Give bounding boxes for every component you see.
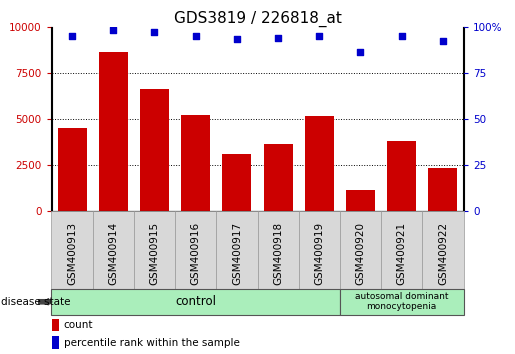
Bar: [258, 211, 299, 289]
Bar: [340, 289, 464, 315]
Bar: [346, 190, 375, 211]
Bar: [381, 211, 422, 289]
Bar: [181, 115, 210, 211]
Text: GSM400920: GSM400920: [355, 222, 366, 285]
Text: GSM400914: GSM400914: [108, 222, 118, 285]
Bar: [222, 154, 251, 211]
Bar: [52, 289, 340, 315]
Point: [68, 33, 76, 39]
Bar: [52, 336, 59, 349]
Bar: [340, 211, 381, 289]
Point: [192, 33, 200, 39]
Text: GSM400919: GSM400919: [314, 222, 324, 285]
Bar: [52, 211, 93, 289]
Bar: [422, 211, 464, 289]
Text: GSM400918: GSM400918: [273, 222, 283, 285]
Point: [109, 27, 117, 33]
Text: GSM400915: GSM400915: [149, 222, 160, 285]
Point: [356, 50, 365, 55]
Text: GSM400913: GSM400913: [67, 222, 77, 285]
Text: disease state: disease state: [1, 297, 70, 307]
Bar: [93, 211, 134, 289]
Text: GSM400921: GSM400921: [397, 222, 407, 285]
Point: [398, 33, 406, 39]
Bar: [99, 52, 128, 211]
Point: [233, 36, 241, 42]
Text: autosomal dominant
monocytopenia: autosomal dominant monocytopenia: [355, 292, 449, 312]
Text: count: count: [64, 320, 93, 330]
Text: GSM400916: GSM400916: [191, 222, 201, 285]
Bar: [58, 128, 87, 211]
Bar: [52, 319, 59, 331]
Text: GSM400917: GSM400917: [232, 222, 242, 285]
Title: GDS3819 / 226818_at: GDS3819 / 226818_at: [174, 10, 341, 27]
Bar: [264, 144, 293, 211]
Point: [150, 29, 159, 35]
Text: GSM400922: GSM400922: [438, 222, 448, 285]
Point: [315, 33, 323, 39]
Bar: [134, 211, 175, 289]
Point: [439, 39, 447, 44]
Bar: [140, 89, 169, 211]
Bar: [299, 211, 340, 289]
Bar: [305, 116, 334, 211]
Bar: [216, 211, 258, 289]
Bar: [387, 141, 416, 211]
Text: control: control: [175, 295, 216, 308]
Text: percentile rank within the sample: percentile rank within the sample: [64, 338, 240, 348]
Bar: [428, 168, 457, 211]
Point: [274, 35, 282, 40]
Bar: [175, 211, 216, 289]
